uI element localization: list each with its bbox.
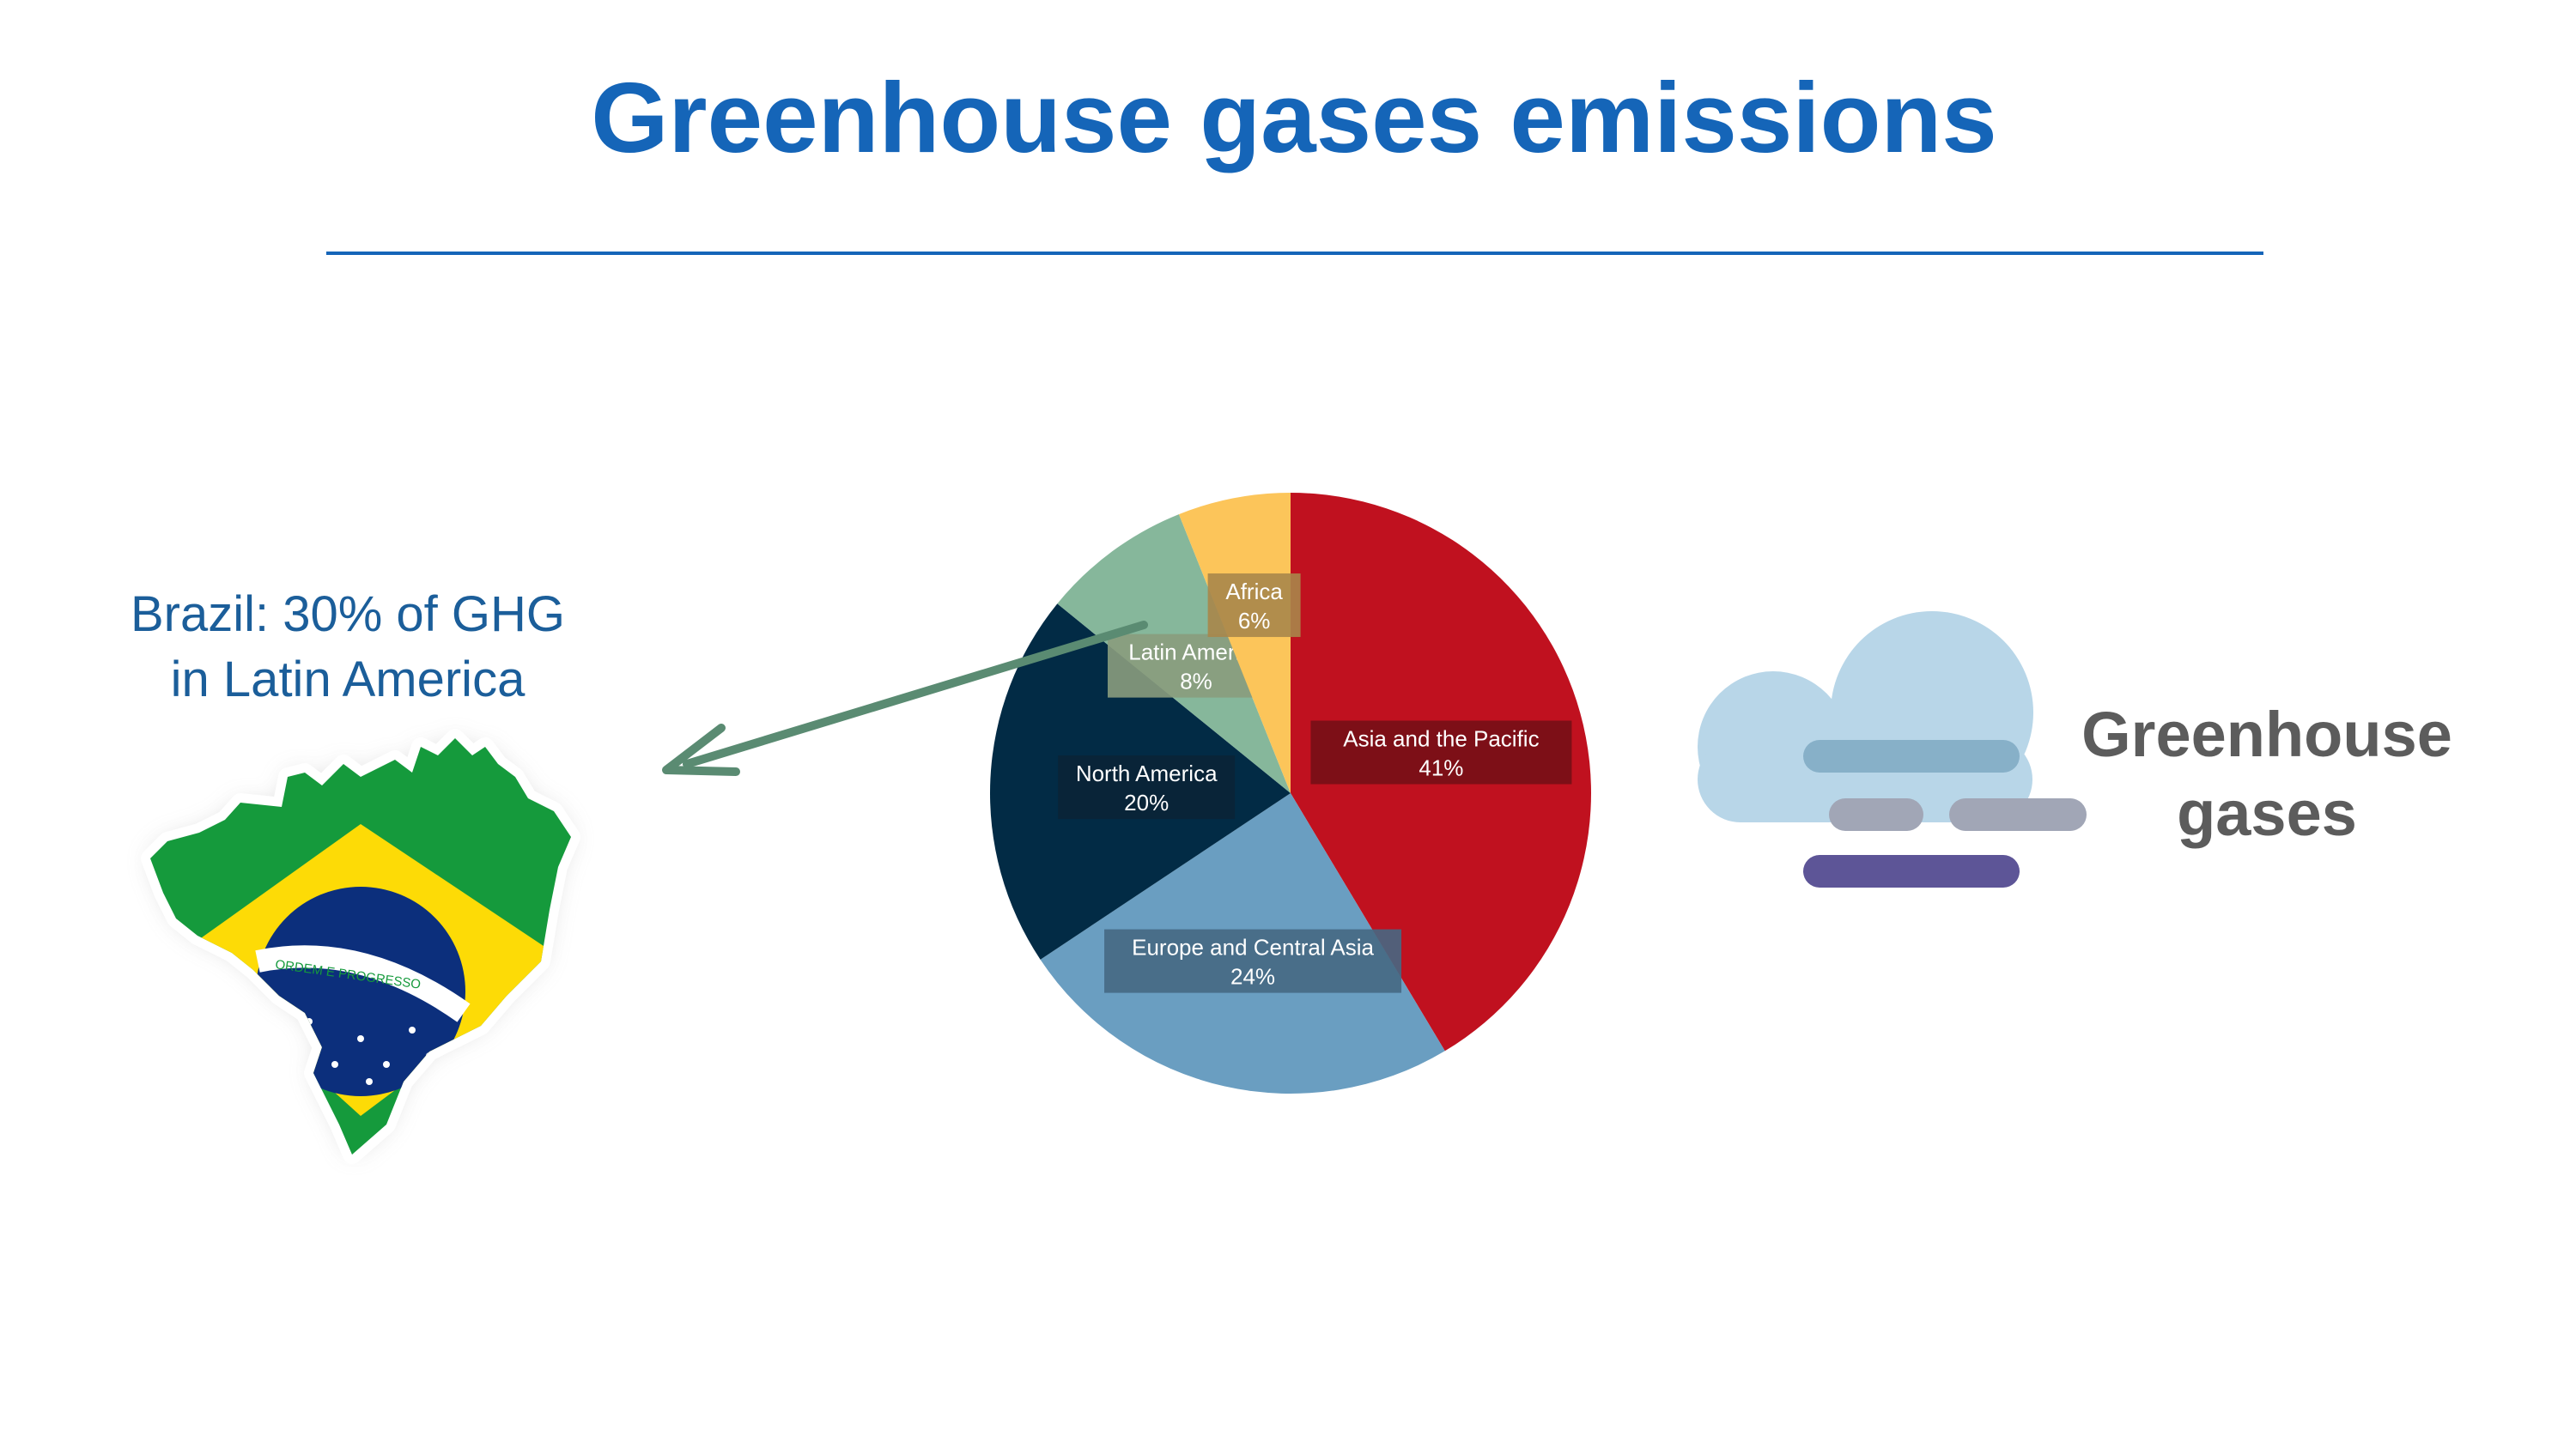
page-title: Greenhouse gases emissions: [591, 62, 1997, 173]
arrow-left-icon: [662, 621, 1148, 776]
slice-label-value: 20%: [1124, 790, 1169, 815]
ghg-caption: Greenhouse gases: [2061, 695, 2473, 853]
slice-label-box: [1207, 573, 1301, 638]
pie-slice-africa: [1178, 493, 1291, 793]
slice-label-name: Asia and the Pacific: [1343, 726, 1539, 752]
slice-label-name: Europe and Central Asia: [1132, 935, 1374, 961]
brazil-note-line-2: in Latin America: [170, 652, 526, 707]
slice-label-box: [1058, 755, 1236, 820]
ghg-caption-line-2: gases: [2177, 778, 2357, 849]
slice-label-value: 8%: [1180, 669, 1212, 694]
brazil-flag-map-icon: ORDEM E PROGRESSO: [141, 729, 580, 1164]
slice-label-value: 24%: [1230, 964, 1275, 990]
brazil-note-line-1: Brazil: 30% of GHG: [130, 586, 566, 642]
title-divider: [326, 252, 2263, 255]
slice-label-box: [1104, 929, 1402, 993]
pie-chart: Asia and the Pacific 41% Europe and Centra…: [989, 493, 1592, 1094]
slice-label-name: Africa: [1225, 579, 1283, 604]
slice-label-value: 6%: [1238, 608, 1271, 634]
cloud-fog-icon: [1698, 611, 2087, 888]
brazil-note: Brazil: 30% of GHG in Latin America: [69, 582, 627, 712]
slice-label-box: [1310, 720, 1572, 785]
slice-label-value: 41%: [1419, 755, 1463, 781]
ghg-caption-line-1: Greenhouse: [2081, 699, 2452, 770]
slice-label-name: North America: [1076, 761, 1218, 786]
